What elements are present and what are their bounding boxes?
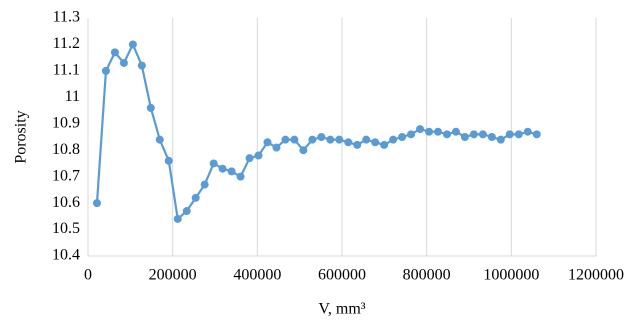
- point: [173, 214, 182, 223]
- point: [380, 140, 389, 149]
- series-line: [95, 41, 538, 222]
- point: [110, 48, 119, 57]
- y-tick-label: 11.1: [53, 62, 80, 79]
- point: [281, 135, 290, 144]
- point: [416, 125, 425, 134]
- point: [442, 130, 451, 139]
- point: [92, 199, 101, 208]
- y-tick-label: 11: [65, 88, 80, 105]
- x-tick-label: 200000: [149, 267, 197, 284]
- point: [460, 133, 469, 141]
- point: [155, 135, 164, 144]
- y-tick-label: 10.7: [52, 167, 80, 184]
- point: [164, 156, 173, 165]
- point: [101, 66, 110, 75]
- y-tick-label: 10.4: [52, 247, 80, 264]
- point: [137, 61, 146, 70]
- point: [335, 135, 344, 144]
- point: [451, 127, 460, 136]
- x-tick-label: 400000: [233, 267, 281, 284]
- point: [478, 130, 487, 139]
- y-tick-label: 10.8: [52, 141, 80, 158]
- point: [119, 58, 128, 67]
- point: [425, 127, 434, 136]
- point: [227, 167, 236, 176]
- x-tick-label: 0: [84, 267, 92, 284]
- point: [487, 133, 496, 141]
- point: [128, 40, 137, 49]
- y-tick-label: 10.5: [52, 220, 80, 237]
- point: [496, 135, 505, 144]
- point: [532, 130, 541, 139]
- point: [398, 133, 407, 141]
- x-axis-title: V, mm³: [318, 301, 365, 318]
- point: [514, 130, 523, 139]
- point: [407, 130, 416, 139]
- y-tick-label: 10.9: [52, 114, 80, 131]
- point: [469, 130, 478, 139]
- y-axis-title: Porosity: [13, 110, 30, 163]
- point: [245, 154, 254, 163]
- point: [353, 140, 362, 149]
- point: [146, 103, 155, 112]
- point: [218, 164, 227, 173]
- point: [523, 127, 532, 136]
- point: [505, 130, 514, 139]
- x-tick-label: 1000000: [483, 267, 539, 284]
- point: [299, 146, 308, 155]
- point: [326, 135, 335, 144]
- point: [272, 143, 281, 152]
- point: [200, 180, 209, 189]
- point: [209, 159, 218, 168]
- point: [317, 133, 326, 141]
- point: [236, 172, 245, 181]
- point: [362, 135, 371, 144]
- point: [290, 135, 299, 144]
- x-tick-label: 600000: [318, 267, 366, 284]
- x-tick-label: 800000: [403, 267, 451, 284]
- x-tick-label: 1200000: [568, 267, 624, 284]
- point: [371, 138, 380, 147]
- point: [344, 138, 353, 147]
- point: [263, 138, 272, 147]
- y-tick-label: 11.3: [53, 9, 80, 26]
- y-tick-label: 11.2: [53, 35, 80, 52]
- point: [254, 151, 263, 160]
- point: [308, 135, 317, 144]
- y-tick-label: 10.6: [52, 194, 80, 211]
- point: [434, 127, 443, 136]
- point: [389, 135, 398, 144]
- point: [191, 193, 200, 202]
- point: [182, 207, 191, 216]
